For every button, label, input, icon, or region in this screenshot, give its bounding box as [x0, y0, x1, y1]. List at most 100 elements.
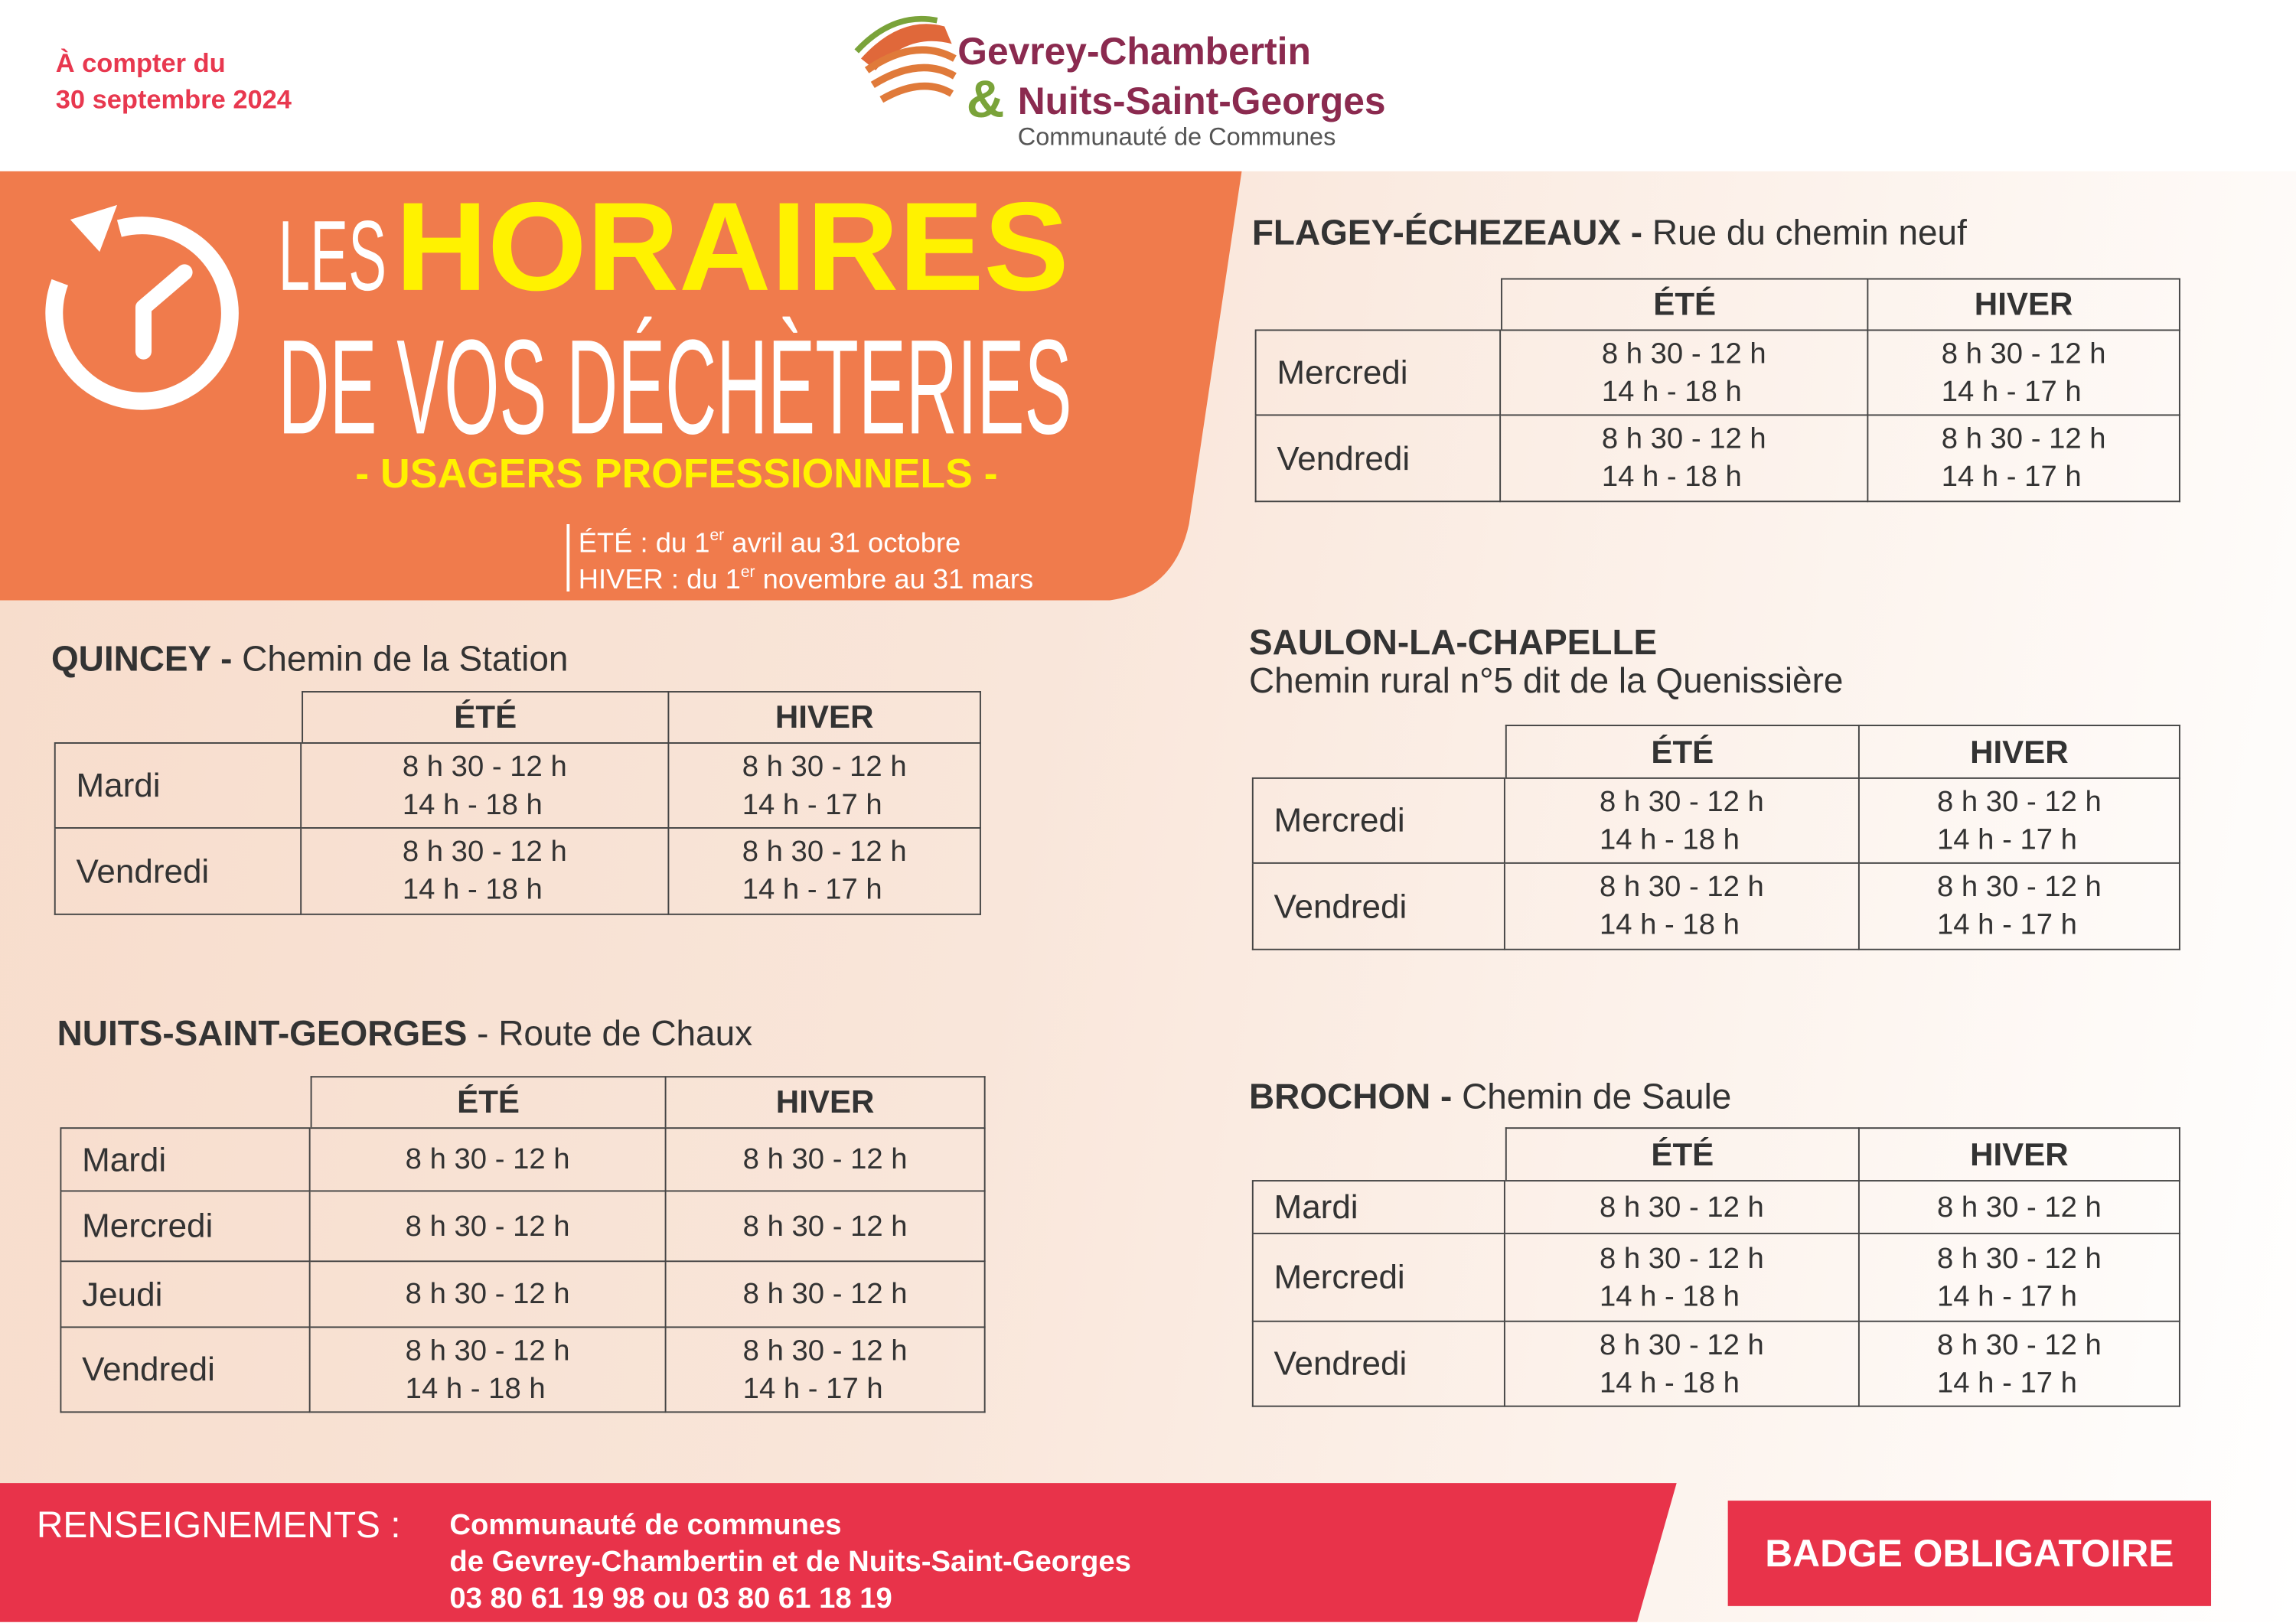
site-title: QUINCEY - Chemin de la Station: [51, 640, 568, 681]
season-sup: er: [741, 563, 755, 581]
time-list: 8 h 30 - 12 h 14 h - 18 h: [1600, 783, 1764, 859]
season-text: novembre au 31 mars: [755, 563, 1034, 595]
time-list: 8 h 30 - 12 h 14 h - 17 h: [1937, 1325, 2102, 1401]
time-range: 14 h - 17 h: [742, 1372, 883, 1405]
day-cell: Mercredi: [60, 1191, 311, 1263]
time-range: 8 h 30 - 12 h: [405, 1278, 570, 1311]
time-range: 8 h 30 - 12 h: [1599, 1191, 1764, 1224]
time-range: 8 h 30 - 12 h: [405, 1334, 570, 1367]
notice-line: À compter du: [55, 48, 226, 78]
logo-amp: &: [967, 70, 1005, 129]
season-text: HIVER : du 1: [579, 563, 741, 595]
time-cell: 8 h 30 - 12 h 14 h - 18 h: [1505, 863, 1860, 950]
time-range: 8 h 30 - 12 h: [1936, 1328, 2102, 1361]
notice-line: 30 septembre 2024: [55, 84, 292, 115]
site-title: FLAGEY-ÉCHEZEAUX - Rue du chemin neuf: [1252, 213, 1967, 255]
time-list: 8 h 30 - 12 h 14 h - 18 h: [1600, 1325, 1764, 1401]
time-list: 8 h 30 - 12 h 14 h - 17 h: [1937, 1240, 2102, 1315]
time-range: 8 h 30 - 12 h: [405, 1143, 570, 1176]
time-cell: 8 h 30 - 12 h 14 h - 17 h: [1859, 777, 2180, 864]
season-sup: er: [709, 526, 724, 544]
time-range: 8 h 30 - 12 h: [1601, 422, 1766, 456]
time-cell: 8 h 30 - 12 h: [1505, 1180, 1860, 1234]
time-list: 8 h 30 - 12 h 14 h - 18 h: [403, 748, 567, 823]
logo-line3: Communauté de Communes: [1018, 122, 1336, 150]
time-list: 8 h 30 - 12 h 14 h - 18 h: [1600, 1240, 1764, 1315]
site-name: QUINCEY -: [51, 640, 233, 680]
banner: [0, 171, 1242, 601]
time-cell: 8 h 30 - 12 h: [310, 1191, 667, 1263]
time-list: 8 h 30 - 12 h 14 h - 17 h: [1937, 869, 2102, 944]
site-address: Chemin de la Station: [242, 640, 569, 680]
time-range: 8 h 30 - 12 h: [742, 1143, 908, 1176]
time-range: 8 h 30 - 12 h: [1936, 1191, 2102, 1224]
time-cell: 8 h 30 - 12 h 14 h - 18 h: [1501, 329, 1869, 416]
time-range: 8 h 30 - 12 h: [742, 750, 907, 783]
time-list: 8 h 30 - 12 h 14 h - 18 h: [406, 1331, 570, 1407]
site-address: - Route de Chaux: [477, 1014, 753, 1054]
time-list: 8 h 30 - 12 h: [406, 1140, 570, 1178]
time-list: 8 h 30 - 12 h: [743, 1140, 908, 1178]
time-range: 14 h - 17 h: [1941, 461, 2082, 494]
footer-contact: de Gevrey-Chambertin et de Nuits-Saint-G…: [449, 1545, 1131, 1578]
time-cell: 8 h 30 - 12 h 14 h - 18 h: [310, 1328, 667, 1413]
time-range: 14 h - 17 h: [1936, 909, 2077, 942]
time-range: 8 h 30 - 12 h: [1599, 871, 1764, 904]
time-list: 8 h 30 - 12 h: [743, 1275, 908, 1313]
day-cell: Vendredi: [1251, 863, 1505, 950]
time-range: 14 h - 18 h: [402, 788, 543, 821]
column-header: HIVER: [669, 691, 981, 743]
logo-line2: Nuits-Saint-Georges: [1018, 80, 1386, 122]
time-list: 8 h 30 - 12 h 14 h - 18 h: [1600, 869, 1764, 944]
time-cell: 8 h 30 - 12 h 14 h - 17 h: [1859, 1322, 2180, 1407]
time-list: 8 h 30 - 12 h: [743, 1207, 908, 1245]
time-range: 14 h - 17 h: [1936, 1367, 2077, 1400]
time-range: 14 h - 17 h: [742, 874, 882, 907]
column-header: HIVER: [666, 1076, 986, 1128]
time-cell: 8 h 30 - 12 h: [666, 1127, 986, 1192]
logo-mark: [864, 46, 957, 103]
day-cell: Mercredi: [1251, 777, 1505, 864]
title-les: LES: [279, 200, 387, 311]
logo-mark: [854, 15, 938, 54]
column-header: ÉTÉ: [1505, 725, 1860, 777]
time-range: 8 h 30 - 12 h: [405, 1210, 570, 1243]
time-list: 8 h 30 - 12 h: [406, 1207, 570, 1245]
time-range: 14 h - 18 h: [1601, 461, 1742, 494]
site-address: Rue du chemin neuf: [1652, 213, 1967, 253]
time-range: 14 h - 17 h: [742, 788, 882, 821]
logo-line1: Gevrey-Chambertin: [957, 30, 1311, 73]
time-list: 8 h 30 - 12 h 14 h - 17 h: [1942, 334, 2106, 410]
time-cell: 8 h 30 - 12 h: [666, 1262, 986, 1328]
time-list: 8 h 30 - 12 h 14 h - 18 h: [1602, 334, 1766, 410]
time-range: 8 h 30 - 12 h: [742, 836, 907, 869]
season: HIVER : du 1er novembre au 31 mars: [579, 563, 1033, 595]
time-range: 14 h - 18 h: [1599, 909, 1740, 942]
column-header: ÉTÉ: [302, 691, 670, 743]
time-range: 8 h 30 - 12 h: [1601, 337, 1766, 370]
time-list: 8 h 30 - 12 h 14 h - 17 h: [742, 748, 907, 823]
audience: - USAGERS PROFESSIONNELS -: [355, 451, 997, 497]
time-list: 8 h 30 - 12 h: [1600, 1188, 1764, 1227]
column-header: HIVER: [1868, 278, 2180, 330]
season-text: avril au 31 octobre: [724, 526, 960, 558]
time-cell: 8 h 30 - 12 h 14 h - 18 h: [1505, 1322, 1860, 1407]
time-range: 14 h - 18 h: [1599, 1367, 1740, 1400]
time-list: 8 h 30 - 12 h 14 h - 17 h: [1942, 420, 2106, 496]
time-range: 14 h - 18 h: [402, 874, 543, 907]
site-name: FLAGEY-ÉCHEZEAUX -: [1251, 213, 1643, 253]
day-cell: Mardi: [60, 1127, 311, 1192]
time-range: 8 h 30 - 12 h: [402, 750, 567, 783]
day-cell: Mardi: [1251, 1180, 1505, 1234]
time-cell: 8 h 30 - 12 h 14 h - 17 h: [669, 828, 981, 915]
footer-contact: Communauté de communes: [449, 1508, 841, 1541]
column-header: HIVER: [1859, 1127, 2180, 1181]
time-list: 8 h 30 - 12 h 14 h - 17 h: [742, 833, 907, 909]
column-header: HIVER: [1859, 725, 2180, 777]
site-title: BROCHON - Chemin de Saule: [1249, 1077, 1731, 1119]
time-range: 14 h - 18 h: [1599, 823, 1740, 856]
time-cell: 8 h 30 - 12 h: [310, 1127, 667, 1192]
